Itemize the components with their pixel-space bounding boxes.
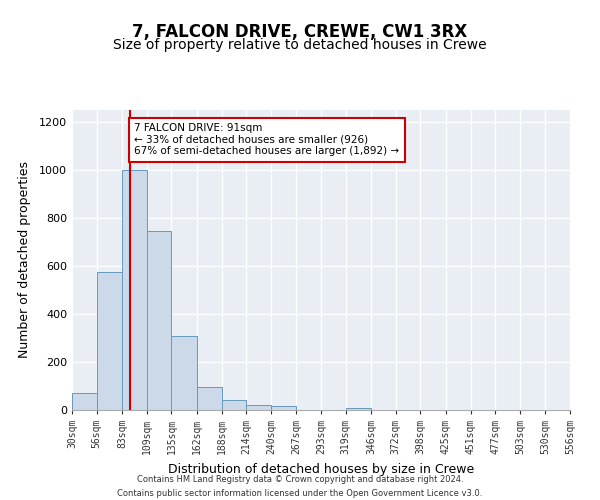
Y-axis label: Number of detached properties: Number of detached properties — [17, 162, 31, 358]
Text: Contains HM Land Registry data © Crown copyright and database right 2024.
Contai: Contains HM Land Registry data © Crown c… — [118, 476, 482, 498]
Text: 7, FALCON DRIVE, CREWE, CW1 3RX: 7, FALCON DRIVE, CREWE, CW1 3RX — [133, 22, 467, 40]
X-axis label: Distribution of detached houses by size in Crewe: Distribution of detached houses by size … — [168, 462, 474, 475]
Bar — [271, 406, 296, 410]
Bar — [172, 336, 197, 410]
Bar — [197, 387, 221, 410]
Bar — [346, 408, 371, 410]
Text: 7 FALCON DRIVE: 91sqm
← 33% of detached houses are smaller (926)
67% of semi-det: 7 FALCON DRIVE: 91sqm ← 33% of detached … — [134, 123, 400, 156]
Bar — [97, 272, 122, 410]
Bar — [221, 400, 246, 410]
Bar — [246, 405, 271, 410]
Bar — [147, 231, 172, 410]
Bar — [122, 170, 147, 410]
Bar — [72, 393, 97, 410]
Text: Size of property relative to detached houses in Crewe: Size of property relative to detached ho… — [113, 38, 487, 52]
